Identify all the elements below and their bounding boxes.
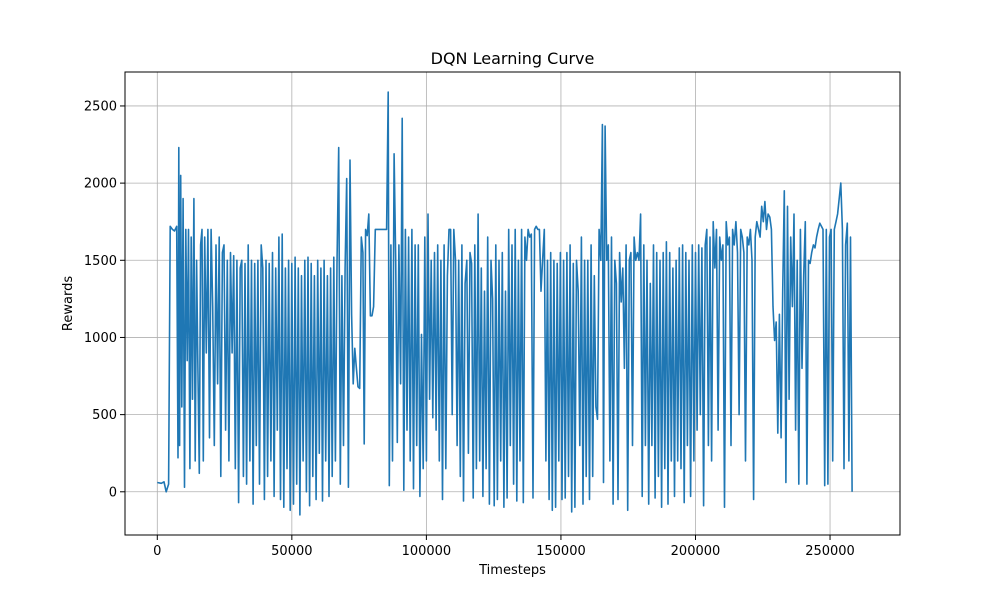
x-tick-label: 250000 — [805, 544, 855, 559]
y-axis-label: Rewards — [61, 276, 76, 331]
y-tick-label: 0 — [109, 485, 117, 500]
series-line-0 — [157, 91, 853, 516]
x-axis-label: Timesteps — [478, 563, 546, 578]
series-lines — [157, 91, 853, 516]
y-tick-label: 500 — [92, 408, 117, 423]
chart-title: DQN Learning Curve — [431, 49, 595, 68]
axis-ticks: 0 50000 100000 150000 200000 250000 0 500 1000 15… — [84, 99, 855, 559]
y-tick-label: 2000 — [84, 177, 117, 192]
plot-frame — [124, 71, 901, 536]
x-tick-label: 150000 — [536, 544, 586, 559]
x-tick-label: 100000 — [402, 544, 452, 559]
x-tick-label: 50000 — [271, 544, 312, 559]
x-tick-label: 200000 — [671, 544, 721, 559]
x-tick-label: 0 — [153, 544, 161, 559]
y-tick-label: 1000 — [84, 331, 117, 346]
y-tick-label: 1500 — [84, 254, 117, 269]
y-tick-label: 2500 — [84, 99, 117, 114]
